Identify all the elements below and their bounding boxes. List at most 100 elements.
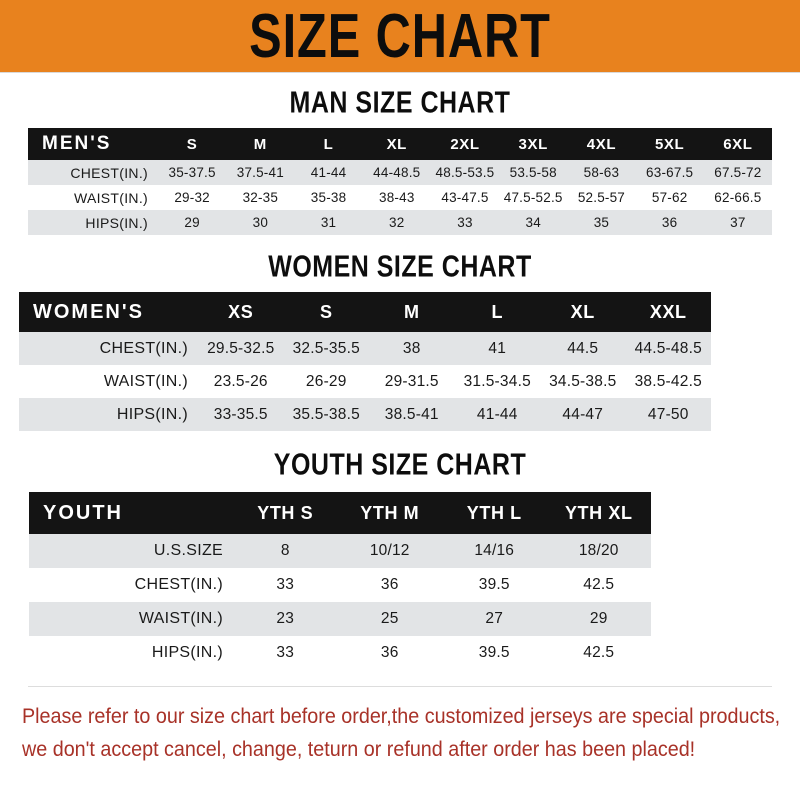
women-chart-wrapper: WOMEN'S XS S M L XL XXL CHEST(IN.) 29.5-…	[0, 282, 800, 431]
man-header-row: MEN'S S M L XL 2XL 3XL 4XL 5XL 6XL	[28, 128, 772, 160]
women-row-label-waist: WAIST(IN.)	[19, 365, 198, 398]
youth-hips-m: 36	[337, 636, 442, 670]
man-header-label: MEN'S	[28, 128, 158, 160]
man-col-5xl: 5XL	[635, 128, 704, 160]
man-waist-xl: 38-43	[362, 185, 431, 210]
man-chest-xl: 44-48.5	[362, 160, 431, 185]
section-title-man: MAN SIZE CHART	[289, 85, 511, 120]
women-hips-m: 38.5-41	[369, 398, 455, 431]
women-row-spacer	[711, 365, 781, 398]
table-row: HIPS(IN.) 33 36 39.5 42.5	[29, 636, 771, 670]
youth-row-label-waist: WAIST(IN.)	[29, 602, 233, 636]
man-row-label-chest: CHEST(IN.)	[28, 160, 158, 185]
man-waist-6xl: 62-66.5	[703, 185, 772, 210]
women-size-table: WOMEN'S XS S M L XL XXL CHEST(IN.) 29.5-…	[19, 292, 781, 431]
man-col-s: S	[158, 128, 227, 160]
man-size-table: MEN'S S M L XL 2XL 3XL 4XL 5XL 6XL CHEST…	[28, 128, 772, 235]
man-hips-l: 31	[294, 210, 363, 235]
women-row-label-hips: HIPS(IN.)	[19, 398, 198, 431]
women-waist-xs: 23.5-26	[198, 365, 284, 398]
youth-hips-l: 39.5	[442, 636, 547, 670]
women-table-head: WOMEN'S XS S M L XL XXL	[19, 292, 781, 332]
man-chest-2xl: 48.5-53.5	[430, 160, 500, 185]
man-col-2xl: 2XL	[430, 128, 500, 160]
man-hips-4xl: 35	[567, 210, 636, 235]
women-waist-xl: 34.5-38.5	[540, 365, 626, 398]
man-col-xl: XL	[362, 128, 431, 160]
footer-divider	[28, 686, 772, 687]
women-col-xxl: XXL	[625, 292, 711, 332]
women-row-spacer	[711, 398, 781, 431]
women-row-label-chest: CHEST(IN.)	[19, 332, 198, 365]
youth-row-spacer	[651, 534, 771, 568]
table-row: WAIST(IN.) 23 25 27 29	[29, 602, 771, 636]
man-row-label-hips: HIPS(IN.)	[28, 210, 158, 235]
man-col-3xl: 3XL	[499, 128, 568, 160]
man-waist-3xl: 47.5-52.5	[499, 185, 568, 210]
women-chest-l: 41	[454, 332, 540, 365]
man-waist-m: 32-35	[226, 185, 295, 210]
youth-waist-l: 27	[442, 602, 547, 636]
man-hips-3xl: 34	[499, 210, 568, 235]
man-hips-m: 30	[226, 210, 295, 235]
man-waist-s: 29-32	[158, 185, 227, 210]
youth-col-yth-l: YTH L	[442, 492, 547, 534]
man-chart-wrapper: MEN'S S M L XL 2XL 3XL 4XL 5XL 6XL CHEST…	[0, 118, 800, 235]
youth-waist-xl: 29	[546, 602, 651, 636]
women-waist-m: 29-31.5	[369, 365, 455, 398]
youth-chart-wrapper: YOUTH YTH S YTH M YTH L YTH XL U.S.SIZE …	[0, 480, 800, 670]
man-table-body: CHEST(IN.) 35-37.5 37.5-41 41-44 44-48.5…	[28, 160, 772, 235]
youth-ussize-s: 8	[233, 534, 338, 568]
women-chest-xxl: 44.5-48.5	[625, 332, 711, 365]
youth-col-yth-m: YTH M	[337, 492, 442, 534]
youth-row-spacer	[651, 602, 771, 636]
women-table-body: CHEST(IN.) 29.5-32.5 32.5-35.5 38 41 44.…	[19, 332, 781, 431]
women-waist-s: 26-29	[283, 365, 369, 398]
youth-waist-m: 25	[337, 602, 442, 636]
page-title: SIZE CHART	[249, 1, 551, 71]
women-header-spacer	[711, 292, 781, 332]
man-chest-s: 35-37.5	[158, 160, 227, 185]
man-hips-2xl: 33	[430, 210, 500, 235]
women-chest-xs: 29.5-32.5	[198, 332, 284, 365]
women-header-row: WOMEN'S XS S M L XL XXL	[19, 292, 781, 332]
table-row: U.S.SIZE 8 10/12 14/16 18/20	[29, 534, 771, 568]
women-col-xs: XS	[198, 292, 284, 332]
women-row-spacer	[711, 332, 781, 365]
women-waist-xxl: 38.5-42.5	[625, 365, 711, 398]
youth-ussize-l: 14/16	[442, 534, 547, 568]
youth-row-spacer	[651, 636, 771, 670]
youth-chest-m: 36	[337, 568, 442, 602]
table-row: WAIST(IN.) 29-32 32-35 35-38 38-43 43-47…	[28, 185, 772, 210]
youth-table-head: YOUTH YTH S YTH M YTH L YTH XL	[29, 492, 771, 534]
youth-header-label: YOUTH	[29, 492, 233, 534]
man-chest-6xl: 67.5-72	[703, 160, 772, 185]
man-col-l: L	[294, 128, 363, 160]
man-chest-5xl: 63-67.5	[635, 160, 704, 185]
youth-row-label-hips: HIPS(IN.)	[29, 636, 233, 670]
man-row-label-waist: WAIST(IN.)	[28, 185, 158, 210]
section-title-women: WOMEN SIZE CHART	[268, 249, 532, 284]
man-hips-5xl: 36	[635, 210, 704, 235]
man-hips-xl: 32	[362, 210, 431, 235]
table-row: WAIST(IN.) 23.5-26 26-29 29-31.5 31.5-34…	[19, 365, 781, 398]
youth-chest-s: 33	[233, 568, 338, 602]
women-hips-xs: 33-35.5	[198, 398, 284, 431]
footer-note: Please refer to our size chart before or…	[22, 701, 780, 766]
women-col-m: M	[369, 292, 455, 332]
man-hips-s: 29	[158, 210, 227, 235]
youth-row-spacer	[651, 568, 771, 602]
man-chest-m: 37.5-41	[226, 160, 295, 185]
women-chest-s: 32.5-35.5	[283, 332, 369, 365]
section-title-youth: YOUTH SIZE CHART	[273, 447, 527, 482]
youth-row-label-us-size: U.S.SIZE	[29, 534, 233, 568]
man-waist-l: 35-38	[294, 185, 363, 210]
table-row: HIPS(IN.) 29 30 31 32 33 34 35 36 37	[28, 210, 772, 235]
header-banner: SIZE CHART	[0, 0, 800, 73]
women-header-label: WOMEN'S	[19, 292, 198, 332]
youth-chest-l: 39.5	[442, 568, 547, 602]
women-chest-m: 38	[369, 332, 455, 365]
man-col-4xl: 4XL	[567, 128, 636, 160]
youth-col-yth-xl: YTH XL	[546, 492, 651, 534]
man-hips-6xl: 37	[703, 210, 772, 235]
